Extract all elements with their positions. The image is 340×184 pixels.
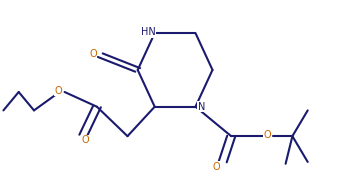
Text: O: O	[55, 86, 62, 95]
Text: O: O	[213, 162, 220, 171]
Text: O: O	[263, 130, 271, 140]
Text: O: O	[81, 135, 89, 145]
Text: HN: HN	[141, 27, 156, 37]
Text: N: N	[198, 102, 205, 112]
Text: O: O	[89, 49, 97, 59]
